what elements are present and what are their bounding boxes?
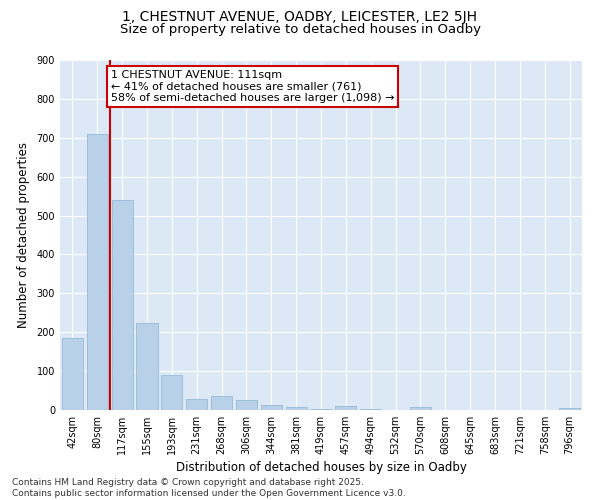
Bar [87, 134, 108, 410]
Bar [261, 405, 282, 410]
Bar [112, 200, 133, 410]
Bar [335, 406, 356, 410]
Text: 1 CHESTNUT AVENUE: 111sqm
← 41% of detached houses are smaller (761)
58% of semi: 1 CHESTNUT AVENUE: 111sqm ← 41% of detac… [111, 70, 394, 103]
Bar [360, 409, 381, 410]
Bar [286, 407, 307, 410]
Text: Size of property relative to detached houses in Oadby: Size of property relative to detached ho… [119, 22, 481, 36]
Bar [186, 399, 207, 410]
Y-axis label: Number of detached properties: Number of detached properties [17, 142, 29, 328]
Bar [211, 396, 232, 410]
Bar [62, 338, 83, 410]
Text: 1, CHESTNUT AVENUE, OADBY, LEICESTER, LE2 5JH: 1, CHESTNUT AVENUE, OADBY, LEICESTER, LE… [122, 10, 478, 24]
Bar [161, 375, 182, 410]
Text: Contains HM Land Registry data © Crown copyright and database right 2025.
Contai: Contains HM Land Registry data © Crown c… [12, 478, 406, 498]
Bar [136, 322, 158, 410]
Bar [236, 400, 257, 410]
Bar [559, 408, 580, 410]
X-axis label: Distribution of detached houses by size in Oadby: Distribution of detached houses by size … [176, 461, 466, 474]
Bar [410, 408, 431, 410]
Bar [310, 409, 332, 410]
